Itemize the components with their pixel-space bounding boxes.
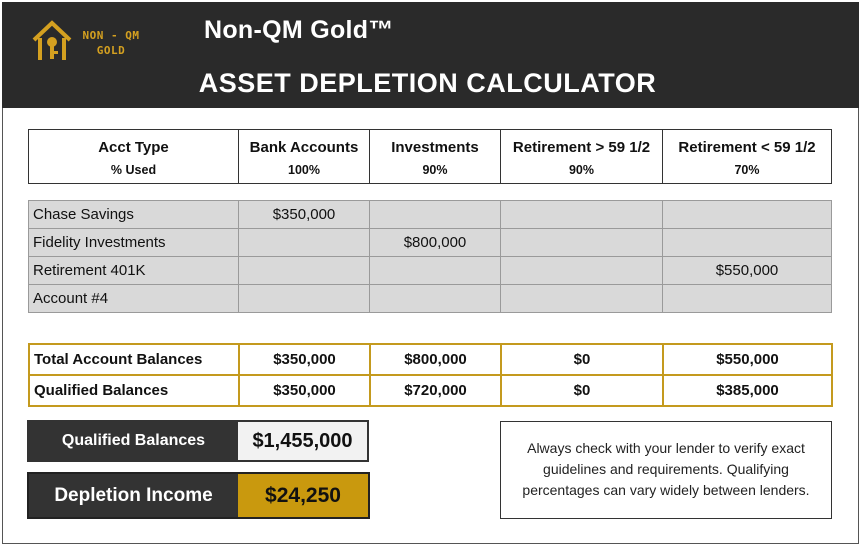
depletion-income-label: Depletion Income	[29, 474, 238, 517]
col-pct: 90%	[422, 162, 448, 177]
page-title-text: ASSET DEPLETION CALCULATOR	[198, 68, 657, 98]
investments-qualified: $720,000	[369, 374, 502, 407]
app-title: Non-QM Gold™	[204, 16, 394, 44]
logo-text: NON - QM GOLD	[76, 28, 146, 58]
investments-cell[interactable]	[369, 284, 501, 313]
investments-cell[interactable]	[369, 200, 501, 229]
col-pct: % Used	[110, 162, 157, 177]
retirement-under-total: $550,000	[662, 343, 833, 376]
bank-accounts-cell[interactable]: $350,000	[238, 200, 370, 229]
retirement-over-total: $0	[500, 343, 664, 376]
account-name-cell[interactable]: Chase Savings	[28, 200, 239, 229]
bank-accounts-cell[interactable]	[238, 228, 370, 257]
bank-accounts-total: $350,000	[238, 343, 371, 376]
investments-cell[interactable]: $800,000	[369, 228, 501, 257]
qualified-balances-label: Qualified Balances	[29, 422, 238, 460]
depletion-income-summary: Depletion Income $24,250	[27, 472, 370, 519]
col-pct: 100%	[288, 162, 320, 177]
retirement-over-cell[interactable]	[500, 228, 663, 257]
header-bar: NON - QM GOLD Non-QM Gold™ ASSET DEPLETI…	[2, 2, 859, 108]
logo-line-2: GOLD	[96, 44, 126, 57]
bank-accounts-cell[interactable]	[238, 256, 370, 285]
disclaimer-note: Always check with your lender to verify …	[500, 421, 832, 519]
col-label: Bank Accounts	[249, 138, 359, 156]
col-label: Retirement > 59 1/2	[512, 138, 651, 156]
retirement-over-cell[interactable]	[500, 200, 663, 229]
col-label: Investments	[391, 138, 479, 156]
retirement-under-cell[interactable]	[662, 228, 832, 257]
table-row: Chase Savings $350,000	[28, 200, 832, 229]
retirement-over-cell[interactable]	[500, 284, 663, 313]
col-pct: 90%	[568, 162, 595, 177]
account-input-table: Chase Savings $350,000 Fidelity Investme…	[28, 200, 832, 313]
row-label: Total Account Balances	[28, 343, 240, 376]
column-header-table: Acct Type % Used Bank Accounts 100% Inve…	[28, 129, 832, 184]
investments-total: $800,000	[369, 343, 502, 376]
bank-accounts-cell[interactable]	[238, 284, 370, 313]
retirement-over-qualified: $0	[500, 374, 664, 407]
col-header-acct-type: Acct Type % Used	[28, 129, 239, 184]
qualified-balances-value: $1,455,000	[238, 422, 367, 460]
table-row: Fidelity Investments $800,000	[28, 228, 832, 257]
calculator-panel	[2, 108, 859, 544]
logo-line-1: NON - QM	[82, 29, 140, 42]
investments-cell[interactable]	[369, 256, 501, 285]
col-pct: 70%	[734, 162, 760, 177]
house-key-icon	[32, 20, 72, 60]
retirement-over-cell[interactable]	[500, 256, 663, 285]
qualified-balances-summary: Qualified Balances $1,455,000	[27, 420, 369, 462]
logo: NON - QM GOLD	[30, 18, 150, 70]
retirement-under-cell[interactable]: $550,000	[662, 256, 832, 285]
table-row: Retirement 401K $550,000	[28, 256, 832, 285]
depletion-income-value: $24,250	[238, 474, 368, 517]
page-title: ASSET DEPLETION CALCULATOR	[2, 68, 859, 99]
retirement-under-cell[interactable]	[662, 200, 832, 229]
account-name-cell[interactable]: Fidelity Investments	[28, 228, 239, 257]
row-label: Qualified Balances	[28, 374, 240, 407]
retirement-under-cell[interactable]	[662, 284, 832, 313]
retirement-under-qualified: $385,000	[662, 374, 833, 407]
col-header-retirement-over: Retirement > 59 1/2 90%	[500, 129, 663, 184]
qualified-balances-row: Qualified Balances $350,000 $720,000 $0 …	[28, 374, 833, 407]
account-name-cell[interactable]: Account #4	[28, 284, 239, 313]
col-label: Retirement < 59 1/2	[678, 138, 816, 156]
col-label: Acct Type	[98, 138, 169, 156]
totals-table: Total Account Balances $350,000 $800,000…	[28, 343, 833, 407]
table-row: Account #4	[28, 284, 832, 313]
col-header-bank-accounts: Bank Accounts 100%	[238, 129, 370, 184]
account-name-cell[interactable]: Retirement 401K	[28, 256, 239, 285]
total-balances-row: Total Account Balances $350,000 $800,000…	[28, 343, 833, 376]
bank-accounts-qualified: $350,000	[238, 374, 371, 407]
col-header-retirement-under: Retirement < 59 1/2 70%	[662, 129, 832, 184]
col-header-investments: Investments 90%	[369, 129, 501, 184]
